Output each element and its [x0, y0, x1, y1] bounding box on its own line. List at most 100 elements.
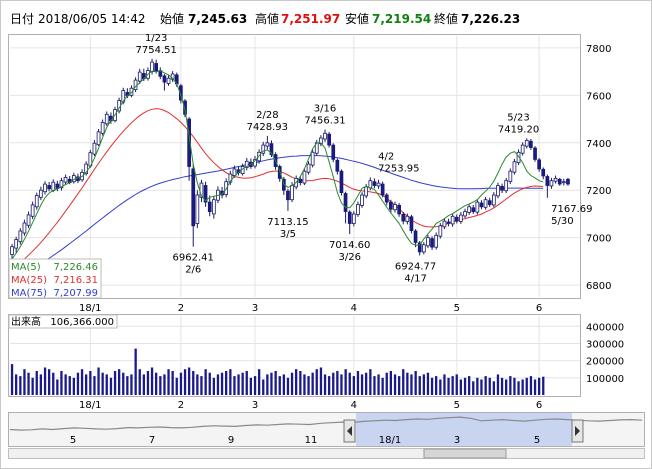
candle [178, 83, 183, 104]
candle [228, 170, 233, 186]
navigator-scroll-thumb[interactable] [423, 448, 507, 459]
volume-bar [295, 369, 298, 395]
volume-bar [328, 376, 331, 395]
volume-bar [171, 371, 174, 395]
volume-bar [142, 374, 145, 395]
legend-box [8, 258, 102, 299]
navigator-scrollbar[interactable] [8, 448, 645, 459]
volume-bar [192, 371, 195, 395]
candle [483, 196, 488, 210]
annotation-label: 4/17 [404, 273, 426, 284]
candle [39, 186, 43, 201]
candle [471, 204, 476, 214]
candle [34, 192, 39, 210]
date-label: 日付 [10, 12, 34, 26]
header: 日付 2018/06/05 14:42 始値 7,245.63 高値 7,251… [10, 11, 520, 26]
candle [376, 179, 381, 189]
volume-bar [196, 374, 199, 395]
candle [388, 199, 393, 213]
candle-body [368, 180, 373, 189]
volume-bar [138, 369, 141, 395]
volume-bar [56, 379, 59, 395]
candle [496, 182, 500, 199]
y-tick-label: 6800 [586, 281, 611, 292]
candle [84, 161, 88, 176]
candle [339, 169, 344, 196]
candle-body [59, 180, 64, 189]
candle [10, 243, 14, 261]
y-tick-label: 7200 [586, 186, 611, 197]
candle [203, 181, 208, 207]
candle-body [335, 159, 340, 172]
candle-body [191, 168, 196, 227]
candle-body [343, 193, 348, 212]
volume-bar [373, 376, 376, 395]
legend-ma25-value: 7,216.31 [53, 275, 98, 286]
volume-bar [266, 374, 269, 395]
volume-bar [410, 374, 413, 395]
volume-y-tick-label: 400000 [586, 322, 624, 333]
volume-y-tick-label: 100000 [586, 374, 624, 385]
y-tick-label: 7400 [586, 139, 611, 150]
candle-body [129, 87, 134, 96]
candle [421, 241, 426, 255]
volume-bar [521, 379, 524, 395]
volume-bar [68, 376, 71, 395]
nav-label: 5 [70, 435, 76, 446]
candle-body [364, 186, 369, 197]
price-panel [8, 34, 581, 299]
volume-bar [130, 374, 133, 395]
candle [520, 142, 525, 156]
candle [553, 175, 558, 184]
candle [409, 214, 414, 234]
volume-bar [542, 376, 545, 395]
volume-bar [245, 371, 248, 395]
candle [417, 241, 422, 256]
candle [397, 203, 402, 217]
candle [261, 141, 266, 157]
volume-bar [307, 376, 310, 395]
candle [529, 138, 533, 150]
volume-y-axis: 400000 300000 200000 100000 [586, 322, 624, 385]
candle [253, 156, 257, 169]
x-tick-label: 18/1 [79, 303, 101, 314]
annotation-label: 6924.77 [395, 261, 436, 272]
candle [356, 201, 360, 217]
candle-body [553, 177, 558, 182]
candle-body [39, 189, 43, 198]
price-grid [10, 36, 580, 297]
volume-bar [31, 377, 34, 395]
volume-bar [418, 376, 421, 395]
candle [269, 140, 274, 158]
candle [401, 212, 406, 225]
candle [380, 181, 385, 198]
volume-bar [369, 369, 372, 395]
candle [504, 177, 509, 194]
candle-body [100, 122, 105, 134]
volume-bar [360, 374, 364, 395]
volume-bar [225, 371, 228, 395]
candle [92, 139, 97, 157]
volume-bar [249, 377, 252, 395]
volume-bar [258, 369, 261, 395]
nav-label: 9 [228, 435, 234, 446]
candle-body [562, 181, 566, 184]
candle-body [195, 194, 200, 224]
navigator-selection[interactable] [356, 413, 572, 446]
navigator[interactable]: 5 7 9 11 18/1 3 5 [8, 412, 645, 459]
candle [323, 129, 327, 142]
candle [47, 181, 52, 192]
candle [18, 228, 23, 245]
volume-bar [319, 367, 323, 395]
candle-body [512, 161, 517, 173]
volume-bar [323, 374, 327, 395]
volume-bar [118, 369, 121, 395]
x-tick-label: 6 [536, 303, 542, 314]
volume-bar [89, 371, 92, 395]
volume-bar [155, 372, 158, 395]
candle-body [30, 204, 35, 217]
candle-body [537, 159, 542, 170]
candle [244, 157, 249, 171]
nav-label: 11 [305, 435, 318, 446]
annotation-label: 5/30 [551, 216, 573, 227]
